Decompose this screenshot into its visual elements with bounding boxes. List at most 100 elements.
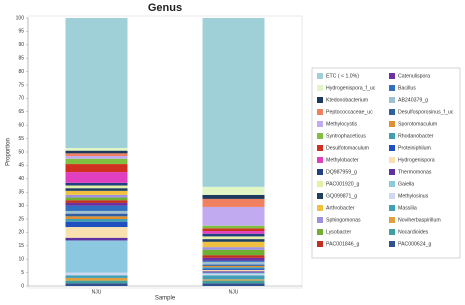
- bar-segment: [65, 190, 128, 195]
- legend-label: Sporotomaculum: [398, 121, 437, 127]
- legend-swatch: [389, 169, 395, 175]
- legend-swatch: [389, 181, 395, 187]
- y-tick-label: 100: [16, 15, 25, 21]
- legend-swatch: [389, 229, 395, 235]
- legend-label: Methylosinus: [398, 193, 429, 199]
- bar-segment: [202, 206, 265, 226]
- bar-segment: [65, 213, 128, 217]
- bar-segment: [202, 228, 265, 232]
- legend-swatch: [317, 145, 323, 151]
- bar-segment: [65, 237, 128, 241]
- bar-segment: [65, 205, 128, 211]
- legend-label: Rhodanobacter: [398, 133, 434, 139]
- legend-swatch: [317, 229, 323, 235]
- bar-segment: [202, 271, 265, 273]
- legend-label: Arthrobacter: [326, 205, 355, 211]
- bar-segment: [65, 147, 128, 151]
- y-tick-label: 95: [18, 29, 24, 35]
- legend-label: Lysobacter: [326, 229, 351, 235]
- legend-label: Methylocystis: [326, 121, 358, 127]
- bar-segment: [202, 255, 265, 258]
- legend-label: Thermomonas: [398, 169, 432, 175]
- legend-label: Hydrogenispora: [398, 157, 435, 163]
- bar-segment: [202, 18, 265, 187]
- bar-segment: [202, 264, 265, 266]
- bar-segment: [202, 233, 265, 237]
- bar-segment: [65, 197, 128, 201]
- legend-label: Gaiella: [398, 181, 414, 187]
- bar-segment: [202, 269, 265, 272]
- y-tick-label: 70: [18, 96, 24, 102]
- y-tick-label: 55: [18, 136, 24, 142]
- x-axis-label: Sample: [155, 296, 176, 302]
- bar-segment: [65, 172, 128, 183]
- legend-label: PAC001920_g: [326, 181, 359, 187]
- legend-swatch: [317, 157, 323, 163]
- legend-label: Bacillus: [398, 85, 416, 91]
- bar-segment: [202, 261, 265, 265]
- bar-segment: [202, 231, 265, 234]
- legend-label: PAC000624_g: [398, 241, 431, 247]
- y-tick-label: 5: [21, 270, 24, 276]
- bar-segment: [65, 153, 128, 157]
- legend-swatch: [317, 241, 323, 247]
- bar-segment: [65, 221, 128, 228]
- legend-label: Syntrophaceticus: [326, 133, 366, 139]
- y-tick-label: 75: [18, 82, 24, 88]
- y-tick-label: 25: [18, 216, 24, 222]
- bar-segment: [65, 219, 128, 222]
- bar-segment: [202, 194, 265, 199]
- legend-swatch: [317, 85, 323, 91]
- legend-label: ETC ( < 1.0%): [326, 73, 359, 79]
- bar-segment: [65, 182, 128, 186]
- legend-swatch: [389, 157, 395, 163]
- bar-segment: [65, 216, 128, 219]
- bar-segment: [202, 275, 265, 280]
- bar-segment: [65, 277, 128, 281]
- legend-swatch: [389, 133, 395, 139]
- legend-swatch: [317, 217, 323, 223]
- bar-segment: [202, 186, 265, 195]
- legend-label: Proteiniphilum: [398, 145, 431, 151]
- legend-swatch: [389, 109, 395, 115]
- bar-segment: [202, 225, 265, 229]
- bar-segment: [202, 260, 265, 262]
- legend-swatch: [389, 193, 395, 199]
- legend-swatch: [317, 133, 323, 139]
- y-tick-label: 35: [18, 190, 24, 196]
- y-tick-label: 40: [18, 176, 24, 182]
- bar-segment: [65, 272, 128, 276]
- x-tick-label: NJU: [229, 289, 239, 295]
- bar-segment: [65, 194, 128, 198]
- legend-swatch: [317, 205, 323, 211]
- legend-label: Hydrogenispora_f_uc: [326, 85, 376, 91]
- bar-segment: [65, 164, 128, 173]
- bar-segment: [65, 18, 128, 148]
- legend-swatch: [389, 205, 395, 211]
- bar-segment: [202, 239, 265, 242]
- bar-segment: [65, 158, 128, 165]
- y-tick-label: 60: [18, 123, 24, 129]
- bar-segment: [65, 156, 128, 159]
- legend-swatch: [389, 217, 395, 223]
- y-tick-label: 0: [21, 283, 24, 289]
- bar-segment: [202, 249, 265, 256]
- y-tick-label: 20: [18, 230, 24, 236]
- y-tick-label: 10: [18, 257, 24, 263]
- y-tick-label: 50: [18, 149, 24, 155]
- legend-swatch: [317, 73, 323, 79]
- legend-swatch: [317, 181, 323, 187]
- bar-segment: [202, 280, 265, 284]
- legend-swatch: [389, 97, 395, 103]
- legend-label: AB240379_g: [398, 97, 428, 103]
- legend-swatch: [389, 145, 395, 151]
- legend-swatch: [389, 73, 395, 79]
- legend-swatch: [389, 85, 395, 91]
- bar-segment: [65, 280, 128, 284]
- legend-label: Catenulispora: [398, 73, 430, 79]
- legend-label: PAC001846_g: [326, 241, 359, 247]
- legend-label: Ktedonobacterium: [326, 97, 368, 103]
- bar-segment: [65, 188, 128, 191]
- bar-segment: [202, 257, 265, 261]
